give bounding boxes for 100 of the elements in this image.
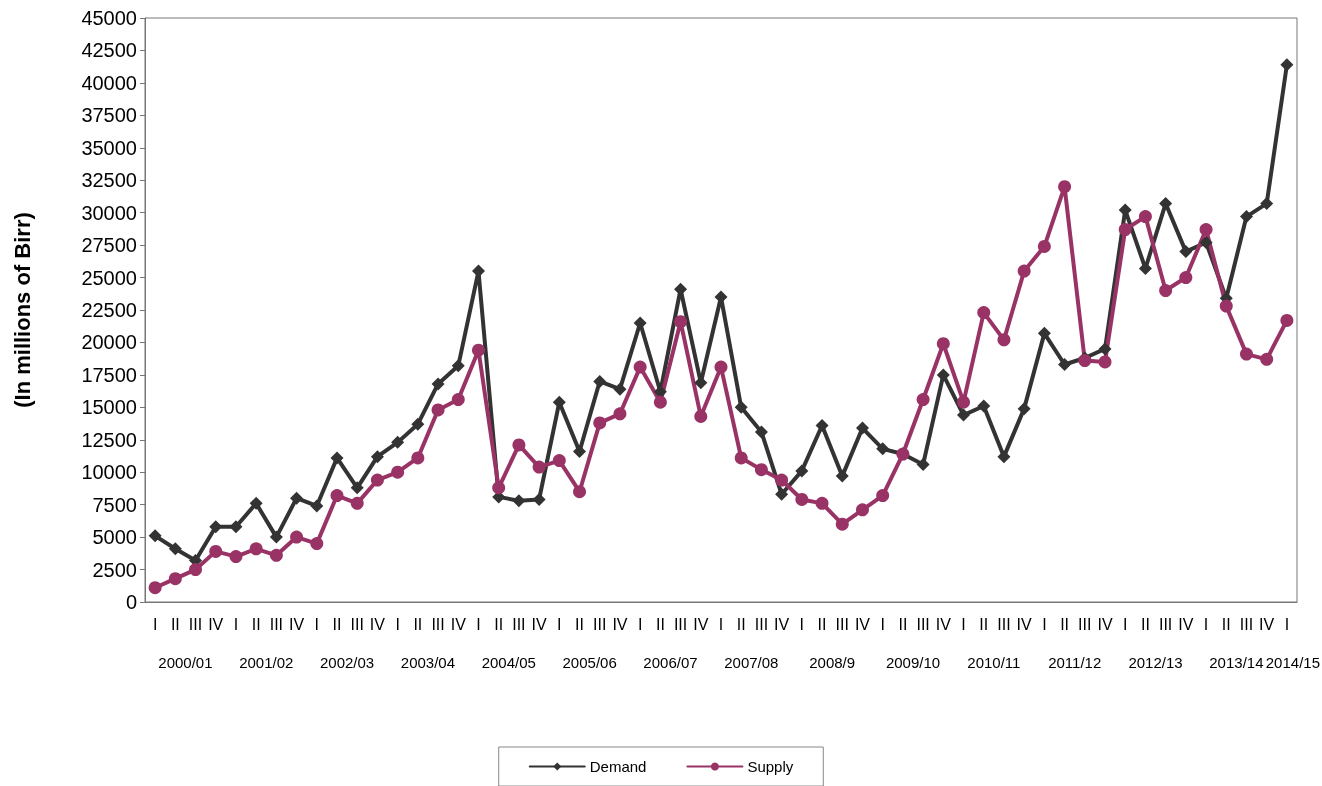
x-tick-label: IV bbox=[693, 615, 709, 633]
text: 2014/15 bbox=[1265, 654, 1321, 671]
x-tick-label: III bbox=[997, 615, 1011, 633]
x-tick-label: I bbox=[961, 615, 966, 633]
y-tick-label: 30000 bbox=[81, 201, 137, 224]
point bbox=[633, 360, 647, 374]
point bbox=[310, 537, 324, 551]
x-tick-label: III bbox=[431, 615, 445, 633]
x-tick-label: II bbox=[332, 615, 342, 633]
y-tick-label: 12500 bbox=[81, 428, 137, 451]
point bbox=[1260, 197, 1274, 211]
y-tick-label: 27500 bbox=[81, 234, 137, 257]
point bbox=[916, 457, 930, 471]
point bbox=[573, 485, 587, 499]
x-tick-label: IV bbox=[854, 615, 871, 633]
text: 2006/07 bbox=[643, 654, 698, 671]
point bbox=[734, 451, 748, 465]
text: 2011/12 bbox=[1048, 654, 1102, 671]
point bbox=[471, 264, 485, 278]
x-tick-label: I bbox=[1122, 615, 1128, 633]
point bbox=[775, 473, 789, 487]
x-tick-label: IV bbox=[1016, 615, 1033, 633]
point bbox=[593, 374, 607, 388]
x-tick-label: II bbox=[898, 615, 908, 633]
point bbox=[1239, 210, 1253, 224]
y-tick-label: 42500 bbox=[81, 39, 137, 62]
text: 2007/08 bbox=[724, 654, 779, 671]
y-tick-label: 37500 bbox=[81, 104, 137, 127]
point bbox=[148, 529, 162, 543]
point bbox=[290, 491, 304, 505]
text: 2012/13 bbox=[1128, 654, 1183, 671]
point bbox=[290, 530, 304, 544]
y-tick-label: 35000 bbox=[81, 136, 137, 159]
x-tick-label: I bbox=[1042, 615, 1047, 633]
point bbox=[330, 451, 344, 465]
point bbox=[1159, 197, 1173, 211]
point bbox=[957, 408, 971, 422]
x-tick-label: III bbox=[1158, 615, 1173, 633]
point bbox=[876, 489, 890, 503]
y-axis-title: (In millions of Birr) bbox=[9, 212, 35, 408]
point bbox=[209, 544, 223, 558]
y-tick-label: 0 bbox=[125, 591, 137, 613]
x-tick-label: II bbox=[494, 615, 504, 633]
x-tick-label: IV bbox=[531, 615, 547, 633]
point bbox=[1199, 223, 1213, 237]
x-tick-label: IV bbox=[369, 615, 386, 633]
point bbox=[168, 542, 182, 556]
x-tick-label: II bbox=[575, 615, 584, 633]
point bbox=[451, 393, 465, 407]
point bbox=[835, 517, 849, 531]
x-tick-label: IV bbox=[450, 615, 467, 633]
point bbox=[310, 499, 324, 513]
point bbox=[148, 581, 162, 595]
point bbox=[1159, 284, 1173, 298]
point bbox=[613, 382, 627, 396]
point bbox=[1138, 210, 1152, 224]
point bbox=[532, 460, 546, 474]
point bbox=[876, 442, 890, 456]
point bbox=[532, 492, 546, 506]
x-tick-label: III bbox=[1078, 615, 1092, 633]
point bbox=[674, 315, 688, 329]
x-tick-label: I bbox=[799, 615, 805, 633]
point bbox=[512, 438, 526, 452]
text: 2002/03 bbox=[319, 654, 375, 671]
point bbox=[1239, 347, 1253, 361]
y-tick-label: 45000 bbox=[81, 7, 137, 29]
x-tick-label: III bbox=[673, 615, 688, 633]
x-tick-label: II bbox=[655, 615, 665, 633]
x-tick-label: I bbox=[880, 615, 885, 633]
x-tick-label: II bbox=[1060, 615, 1070, 633]
text: 2001/02 bbox=[239, 654, 294, 671]
point bbox=[552, 395, 566, 409]
x-tick-label: II bbox=[251, 615, 261, 633]
y-tick-label: 20000 bbox=[81, 331, 137, 354]
point bbox=[997, 333, 1011, 347]
point bbox=[815, 419, 829, 432]
point bbox=[168, 572, 182, 586]
text: 2008/9 bbox=[809, 654, 856, 671]
point bbox=[249, 496, 263, 510]
point bbox=[471, 343, 485, 357]
legend-label: Demand bbox=[589, 758, 647, 775]
x-tick-label: I bbox=[476, 615, 481, 633]
x-tick-label: II bbox=[413, 615, 423, 633]
point bbox=[189, 563, 203, 577]
point bbox=[815, 496, 829, 510]
point bbox=[1179, 271, 1193, 285]
x-tick-label: III bbox=[269, 615, 284, 633]
point bbox=[1118, 223, 1132, 237]
x-tick-label: IV bbox=[289, 615, 305, 633]
point bbox=[957, 395, 971, 409]
point bbox=[411, 451, 425, 465]
point bbox=[593, 416, 607, 430]
point bbox=[1037, 239, 1051, 253]
point bbox=[431, 403, 445, 417]
point bbox=[1280, 313, 1294, 327]
point bbox=[209, 520, 223, 534]
point bbox=[1058, 180, 1072, 194]
point bbox=[977, 306, 991, 320]
point bbox=[694, 409, 708, 423]
point bbox=[1037, 326, 1051, 340]
